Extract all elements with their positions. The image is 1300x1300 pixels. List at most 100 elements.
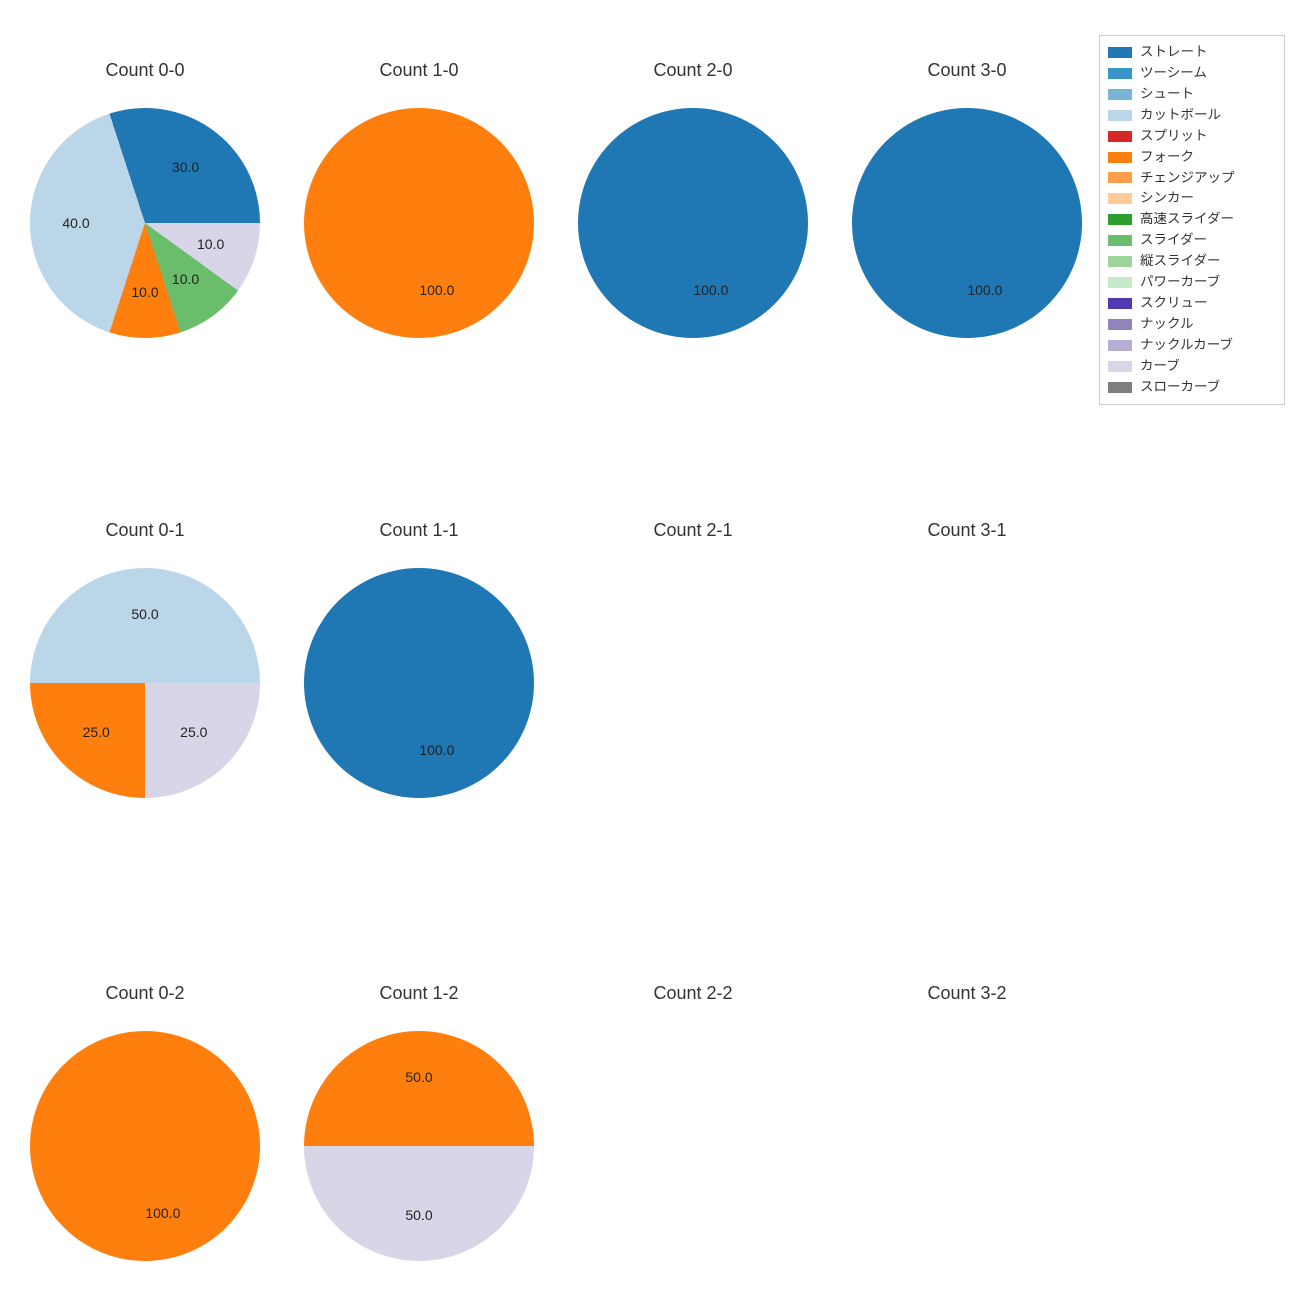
legend-item: シュート [1108, 84, 1276, 105]
legend-swatch [1108, 340, 1132, 351]
legend-item: 縦スライダー [1108, 251, 1276, 272]
legend-item: ツーシーム [1108, 63, 1276, 84]
pie-layer: 30.0 40.0 10.0 10.0 10.0 [30, 96, 260, 350]
legend-label: ナックル [1140, 314, 1194, 335]
pie-disc [304, 108, 534, 338]
pie-slice-label: 100.0 [419, 742, 454, 758]
legend-label: シンカー [1140, 188, 1194, 209]
pie-slice-label: 40.0 [62, 215, 89, 231]
legend-swatch [1108, 152, 1132, 163]
legend-item: カットボール [1108, 105, 1276, 126]
pie-layer: 50.025.025.0 [30, 556, 260, 810]
subplot-title: Count 0-1 [30, 520, 260, 541]
pitch-pie-grid: Count 0-0 30.0 40.0 10.0 10.0 10.0 Count 1-0 10… [0, 0, 1300, 1300]
subplot-count-2-0: Count 2-0 100.0 [578, 60, 808, 350]
legend-item: フォーク [1108, 147, 1276, 168]
legend-item: 高速スライダー [1108, 209, 1276, 230]
legend-item: ナックル [1108, 314, 1276, 335]
pie-layer: 100.0 [578, 96, 808, 350]
legend-swatch [1108, 193, 1132, 204]
legend-label: ナックルカーブ [1140, 335, 1233, 356]
pie-slice-label: 100.0 [967, 282, 1002, 298]
pie-slice-label: 10.0 [197, 236, 224, 252]
subplot-title: Count 2-2 [578, 983, 808, 1004]
legend-label: スライダー [1140, 230, 1207, 251]
pie-disc [30, 1031, 260, 1261]
legend-swatch [1108, 172, 1132, 183]
pie [852, 108, 1082, 338]
legend-item: スローカーブ [1108, 377, 1276, 398]
legend-label: ツーシーム [1140, 63, 1207, 84]
pie-slice-label: 100.0 [145, 1205, 180, 1221]
subplot-count-3-1: Count 3-1 [852, 520, 1082, 810]
legend-label: パワーカーブ [1140, 272, 1220, 293]
legend-label: スローカーブ [1140, 377, 1220, 398]
legend-swatch [1108, 68, 1132, 79]
legend-label: 高速スライダー [1140, 209, 1234, 230]
pie [30, 1031, 260, 1261]
subplot-count-1-1: Count 1-1 100.0 [304, 520, 534, 810]
legend-swatch [1108, 235, 1132, 246]
subplot-title: Count 1-1 [304, 520, 534, 541]
legend-swatch [1108, 131, 1132, 142]
legend-swatch [1108, 47, 1132, 58]
subplot-title: Count 0-2 [30, 983, 260, 1004]
pie-slice-label: 50.0 [405, 1069, 432, 1085]
pie-layer [578, 556, 808, 810]
legend-item: チェンジアップ [1108, 168, 1276, 189]
legend-label: ストレート [1140, 42, 1208, 63]
pie-disc [852, 108, 1082, 338]
legend-label: フォーク [1140, 147, 1194, 168]
pie-slice-label: 10.0 [172, 271, 199, 287]
legend-item: カーブ [1108, 356, 1276, 377]
legend-label: スプリット [1140, 126, 1208, 147]
subplot-count-0-2: Count 0-2 100.0 [30, 983, 260, 1273]
subplot-title: Count 3-1 [852, 520, 1082, 541]
subplot-count-0-0: Count 0-0 30.0 40.0 10.0 10.0 10.0 [30, 60, 260, 350]
pie-layer [852, 1019, 1082, 1273]
subplot-title: Count 1-2 [304, 983, 534, 1004]
subplot-count-3-0: Count 3-0100.0 [852, 60, 1082, 350]
pie-slice-label: 25.0 [180, 724, 207, 740]
subplot-title: Count 2-1 [578, 520, 808, 541]
legend-swatch [1108, 277, 1132, 288]
subplot-title: Count 1-0 [304, 60, 534, 81]
subplot-count-1-2: Count 1-2 50.050.0 [304, 983, 534, 1273]
pie-slice-label: 10.0 [131, 284, 158, 300]
legend-swatch [1108, 110, 1132, 121]
legend-swatch [1108, 298, 1132, 309]
pie [304, 1031, 534, 1261]
pie-layer: 100.0 [852, 96, 1082, 350]
legend-swatch [1108, 319, 1132, 330]
pie-disc [304, 1031, 534, 1261]
legend-item: スライダー [1108, 230, 1276, 251]
subplot-count-2-2: Count 2-2 [578, 983, 808, 1273]
pie-slice-label: 100.0 [693, 282, 728, 298]
legend-item: ストレート [1108, 42, 1276, 63]
pie-disc [578, 108, 808, 338]
pie-slice-label: 100.0 [419, 282, 454, 298]
legend-label: カットボール [1140, 105, 1221, 126]
pie-disc [304, 568, 534, 798]
pie [304, 108, 534, 338]
legend-label: 縦スライダー [1140, 251, 1220, 272]
pie-layer: 100.0 [30, 1019, 260, 1273]
legend-swatch [1108, 214, 1132, 225]
legend: ストレートツーシームシュートカットボールスプリットフォークチェンジアップシンカー… [1099, 35, 1285, 405]
subplot-title: Count 3-2 [852, 983, 1082, 1004]
pie-slice-label: 30.0 [172, 159, 199, 175]
pie-layer: 50.050.0 [304, 1019, 534, 1273]
pie-layer [578, 1019, 808, 1273]
legend-label: チェンジアップ [1140, 168, 1235, 189]
subplot-title: Count 0-0 [30, 60, 260, 81]
pie-disc [30, 568, 260, 798]
pie-layer: 100.0 [304, 96, 534, 350]
legend-item: スクリュー [1108, 293, 1276, 314]
legend-swatch [1108, 382, 1132, 393]
pie-layer [852, 556, 1082, 810]
subplot-title: Count 2-0 [578, 60, 808, 81]
legend-item: パワーカーブ [1108, 272, 1276, 293]
legend-swatch [1108, 256, 1132, 267]
legend-label: カーブ [1140, 356, 1180, 377]
pie-slice-label: 25.0 [83, 724, 110, 740]
